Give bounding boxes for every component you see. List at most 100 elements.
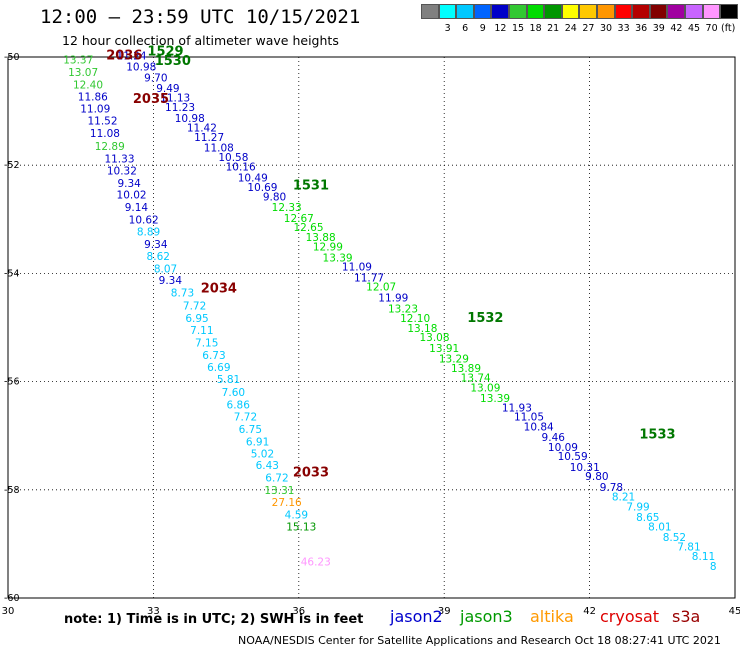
swh-value-label: 13.74 [461,373,491,385]
pass-time-label: 1532 [467,311,503,326]
swh-value-label: 9.80 [263,191,286,203]
scale-label: 33 [617,23,630,34]
scale-swatch [667,4,685,19]
y-tick-label: -50 [4,52,20,63]
scale-swatch [561,4,580,19]
scale-label: 24 [564,23,577,34]
swh-value-label: 8.52 [663,532,686,544]
pass-time-label: 1529 [147,44,183,59]
swh-value-label: 8.07 [154,263,177,275]
swh-value-label: 46.23 [301,557,331,569]
scale-label: 12 [494,23,507,34]
swh-value-label: 12.40 [73,79,103,91]
x-tick-label: 30 [2,606,15,617]
scale-label: 39 [652,23,665,34]
swh-value-label: 8 [710,561,717,573]
scale-label: 45 [687,23,701,34]
swh-value-label: 13.07 [68,67,98,79]
swh-value-label: 10.32 [107,165,137,177]
pass-time-label: 2034 [201,281,237,296]
swh-value-label: 9.46 [542,432,566,444]
swh-value-label: 11.08 [204,143,234,155]
swh-value-label: 6.43 [256,460,279,472]
swh-value-label: 9.34 [159,275,183,287]
swh-value-label: 13.37 [63,54,93,66]
swh-value-label: 6.73 [202,350,225,362]
swh-value-label: 8.62 [147,251,170,263]
scale-label: 18 [529,23,542,34]
scale-label: 70 [705,23,718,34]
scale-label: 27 [582,23,595,34]
swh-value-label: 6.86 [227,400,251,412]
swh-value-label: 13.09 [470,382,500,394]
swh-value-label: 13.23 [388,303,418,315]
swh-value-label: 8.73 [171,288,194,300]
swh-value-label: 7.15 [195,337,218,349]
swh-value-label: 9.70 [144,72,167,84]
swh-value-label: 12.67 [284,213,314,225]
swh-value-label: 6.72 [265,473,288,485]
pass-time-label: 2033 [293,465,329,480]
scale-swatch [456,4,474,19]
swh-value-label: 6.95 [185,313,208,325]
x-tick-label: 39 [438,606,451,617]
chart-subtitle: 12 hour collection of altimeter wave hei… [62,33,339,48]
scale-swatch [685,4,703,19]
swh-value-label: 13.39 [480,393,510,405]
swh-value-label: 11.23 [165,102,195,114]
scale-label: 3 [444,23,451,34]
swh-value-label: 4.59 [285,509,308,521]
swh-value-label: 13.89 [451,363,481,375]
scale-swatch [526,4,545,19]
swh-value-label: 13.88 [306,232,336,244]
scale-label: 21 [547,23,560,34]
footer-credit: NOAA/NESDIS Center for Satellite Applica… [238,634,721,647]
y-tick-label: -54 [4,268,20,279]
swh-value-label: 13.31 [264,485,294,497]
scale-swatch [544,4,562,19]
swh-value-label: 9.80 [585,471,608,483]
swh-value-label: 10.58 [218,152,248,164]
y-tick-label: -52 [4,160,20,171]
swh-value-label: 10.16 [226,162,256,174]
swh-value-label: 11.24 [117,51,147,63]
swh-value-label: 9.49 [156,83,179,95]
swh-value-label: 10.49 [238,172,268,184]
swh-value-label: 8.65 [636,512,659,524]
scale-swatch [509,4,527,19]
swh-value-label: 10.98 [175,113,205,125]
swh-value-label: 11.99 [378,293,408,305]
scale-swatch [720,4,738,19]
swh-value-label: 12.89 [95,141,125,153]
swh-value-label: 12.99 [313,242,343,254]
swh-value-label: 11.08 [90,128,120,140]
chart-title: 12:00 – 23:59 UTC 10/15/2021 [40,6,361,28]
scale-swatch [491,4,509,19]
scale-swatch [632,4,650,19]
swh-value-label: 7.72 [234,412,257,424]
scale-swatch [421,4,439,19]
swh-value-label: 11.09 [80,104,110,116]
x-tick-label: 33 [147,606,160,617]
scale-label: 6 [462,23,469,34]
swh-value-label: 13.08 [419,332,449,344]
satellite-legend-item: cryosat [600,607,660,626]
satellite-legend-item: jason3 [460,607,513,626]
scale-swatch [702,4,721,19]
swh-value-label: 10.69 [247,182,277,194]
scale-swatch [438,4,457,19]
scale-label: 42 [670,23,683,34]
swh-value-label: 10.84 [524,421,554,433]
pass-time-label: 1530 [155,54,191,69]
y-tick-label: -58 [4,485,20,496]
swh-value-label: 12.65 [293,222,323,234]
scale-label: 15 [511,23,525,34]
swh-value-label: 11.33 [104,153,134,165]
swh-value-label: 10.62 [129,215,159,227]
scale-label: 9 [479,23,486,34]
pass-time-label: 1531 [293,179,329,194]
scale-swatch [473,4,492,19]
note-text: note: 1) Time is in UTC; 2) SWH is in fe… [64,612,364,627]
swh-value-label: 9.14 [125,202,149,214]
